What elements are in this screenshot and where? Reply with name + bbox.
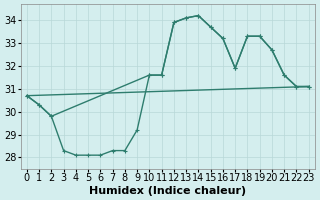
X-axis label: Humidex (Indice chaleur): Humidex (Indice chaleur) <box>89 186 246 196</box>
